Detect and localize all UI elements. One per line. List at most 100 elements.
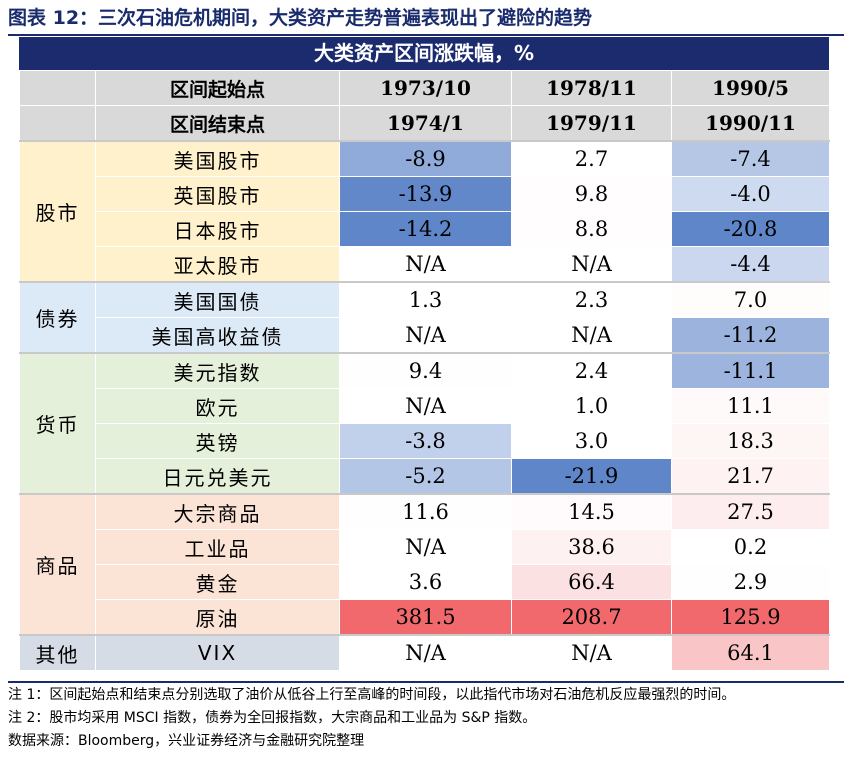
value-cell: -14.2: [339, 211, 512, 247]
table-row: 英镑 -3.8 3.0 18.3: [20, 423, 830, 459]
value-cell: -8.9: [339, 140, 512, 177]
value-cell: 125.9: [671, 599, 830, 636]
value-cell: 208.7: [511, 599, 672, 636]
table-banner: 大类资产区间涨跌幅，%: [19, 37, 829, 70]
table-row: 美国高收益债 N/A N/A -11.2: [20, 317, 830, 354]
asset-name: 工业品: [95, 529, 340, 565]
notes: 注 1：区间起始点和结束点分别选取了油价从低谷上行至高峰的时间段，以此指代市场对…: [8, 684, 846, 753]
start-period-1: 1973/10: [339, 70, 512, 106]
asset-name: 美国国债: [95, 281, 340, 318]
category-currencies: 货币: [19, 352, 96, 495]
value-cell: 1.0: [511, 388, 672, 424]
asset-name: 黄金: [95, 564, 340, 600]
asset-name: 大宗商品: [95, 493, 340, 530]
value-cell: 7.0: [671, 281, 830, 318]
header-row-end: 区间结束点 1974/1 1979/11 1990/11: [19, 105, 830, 142]
value-cell: -11.1: [671, 352, 830, 389]
start-period-3: 1990/5: [671, 70, 830, 106]
value-cell: 3.0: [511, 423, 672, 459]
table-row: 英国股市 -13.9 9.8 -4.0: [20, 176, 830, 212]
value-cell: 11.1: [671, 388, 830, 424]
category-stocks: 股市: [19, 140, 96, 283]
value-cell: 21.7: [671, 458, 830, 495]
header-corner: [19, 105, 96, 142]
value-cell: N/A: [511, 246, 672, 283]
value-cell: 0.2: [671, 529, 830, 565]
note-1: 注 1：区间起始点和结束点分别选取了油价从低谷上行至高峰的时间段，以此指代市场对…: [8, 687, 736, 703]
category-bonds: 债券: [19, 281, 96, 354]
table-row: 债券 美国国债 1.3 2.3 7.0: [19, 281, 830, 354]
table-row: 黄金 3.6 66.4 2.9: [20, 564, 830, 600]
value-cell: N/A: [339, 317, 512, 354]
value-cell: -5.2: [339, 458, 512, 495]
value-cell: -4.4: [671, 246, 830, 283]
value-cell: -3.8: [339, 423, 512, 459]
table-row: 欧元 N/A 1.0 11.1: [20, 388, 830, 424]
value-cell: N/A: [511, 317, 672, 354]
value-cell: N/A: [339, 246, 512, 283]
value-cell: 2.4: [511, 352, 672, 389]
value-cell: 1.3: [339, 281, 512, 318]
value-cell: 14.5: [511, 493, 672, 530]
value-cell: N/A: [339, 634, 512, 671]
end-period-1: 1974/1: [339, 105, 512, 142]
value-cell: -21.9: [511, 458, 672, 495]
table-row: 亚太股市 N/A N/A -4.4: [20, 246, 830, 283]
asset-name: 亚太股市: [95, 246, 340, 283]
value-cell: 27.5: [671, 493, 830, 530]
asset-name: 美元指数: [95, 352, 340, 389]
asset-name: 英国股市: [95, 176, 340, 212]
asset-name: 原油: [95, 599, 340, 636]
asset-name: 日元兑美元: [95, 458, 340, 495]
value-cell: -7.4: [671, 140, 830, 177]
value-cell: 2.3: [511, 281, 672, 318]
asset-name: VIX: [95, 634, 340, 671]
asset-name: 英镑: [95, 423, 340, 459]
table-row: 原油 381.5 208.7 125.9: [20, 599, 830, 636]
value-cell: -11.2: [671, 317, 830, 354]
category-other: 其他: [19, 634, 96, 671]
table-body: 区间起始点 1973/10 1978/11 1990/5 区间结束点 1974/…: [19, 70, 830, 671]
value-cell: 38.6: [511, 529, 672, 565]
value-cell: 8.8: [511, 211, 672, 247]
value-cell: 66.4: [511, 564, 672, 600]
figure-title: 图表 12：三次石油危机期间，大类资产走势普遍表现出了避险的趋势: [8, 7, 593, 29]
asset-name: 欧元: [95, 388, 340, 424]
value-cell: 9.4: [339, 352, 512, 389]
value-cell: 11.6: [339, 493, 512, 530]
value-cell: -4.0: [671, 176, 830, 212]
note-2: 注 2：股市均采用 MSCI 指数，债券为全回报指数，大宗商品和工业品为 S&P…: [8, 710, 537, 726]
asset-name: 美国股市: [95, 140, 340, 177]
value-cell: 18.3: [671, 423, 830, 459]
asset-name: 美国高收益债: [95, 317, 340, 354]
end-label: 区间结束点: [95, 105, 340, 142]
value-cell: N/A: [511, 634, 672, 671]
value-cell: -20.8: [671, 211, 830, 247]
table-row: 日元兑美元 -5.2 -21.9 21.7: [20, 458, 830, 495]
asset-name: 日本股市: [95, 211, 340, 247]
notes-rule: [8, 681, 844, 683]
value-cell: 2.7: [511, 140, 672, 177]
table-row: 商品 大宗商品 11.6 14.5 27.5: [19, 493, 830, 636]
end-period-2: 1979/11: [511, 105, 672, 142]
table-row: 其他 VIX N/A N/A 64.1: [19, 634, 830, 671]
start-period-2: 1978/11: [511, 70, 672, 106]
value-cell: -13.9: [339, 176, 512, 212]
table-row: 股市 美国股市 -8.9 2.7 -7.4: [19, 140, 830, 283]
value-cell: 64.1: [671, 634, 830, 671]
value-cell: 381.5: [339, 599, 512, 636]
header-corner: [19, 70, 96, 106]
category-commodities: 商品: [19, 493, 96, 636]
value-cell: N/A: [339, 529, 512, 565]
table-row: 货币 美元指数 9.4 2.4 -11.1: [19, 352, 830, 495]
end-period-3: 1990/11: [671, 105, 830, 142]
table-row: 日本股市 -14.2 8.8 -20.8: [20, 211, 830, 247]
header-row-start: 区间起始点 1973/10 1978/11 1990/5: [19, 70, 830, 106]
asset-return-table: 大类资产区间涨跌幅，% 区间起始点 1973/10 1978/11 1990/5…: [19, 37, 830, 671]
value-cell: N/A: [339, 388, 512, 424]
start-label: 区间起始点: [95, 70, 340, 106]
value-cell: 9.8: [511, 176, 672, 212]
source-note: 数据来源：Bloomberg，兴业证券经济与金融研究院整理: [8, 733, 365, 749]
title-rule: [8, 34, 844, 36]
value-cell: 3.6: [339, 564, 512, 600]
